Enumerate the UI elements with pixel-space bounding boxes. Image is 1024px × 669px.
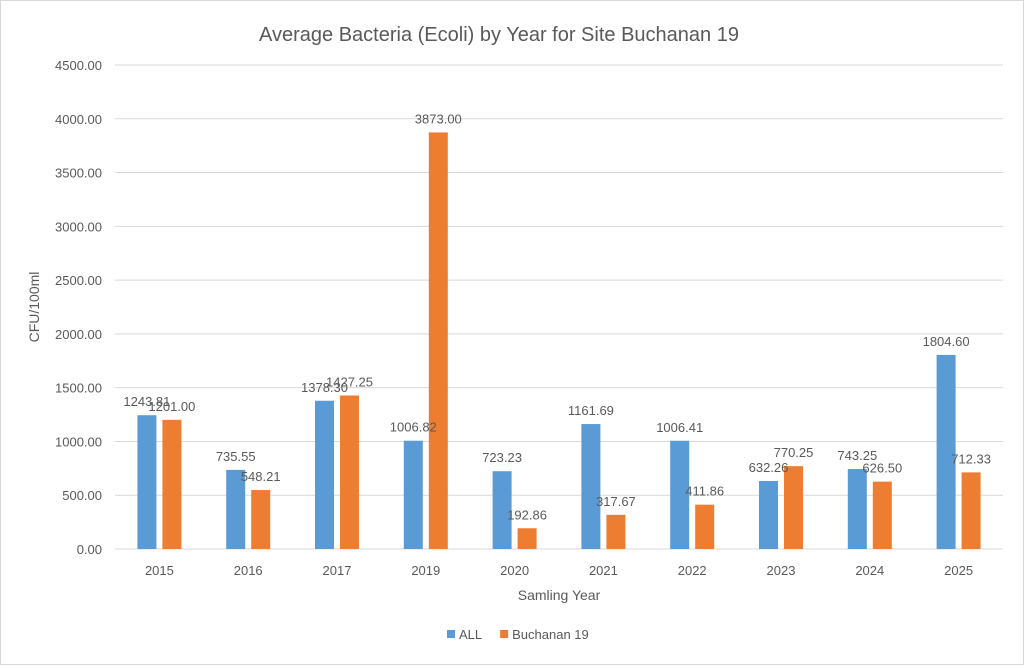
- y-tick-label: 0.00: [77, 542, 102, 557]
- bar-buchanan-19: [428, 132, 448, 550]
- data-label: 632.26: [749, 460, 789, 475]
- bar-all: [936, 354, 956, 549]
- data-label: 411.86: [685, 484, 724, 499]
- x-tick-label: 2023: [767, 563, 796, 578]
- bar-buchanan-19: [162, 419, 182, 549]
- bars: [137, 132, 981, 550]
- bar-all: [492, 471, 512, 549]
- data-label: 1378.30: [301, 380, 348, 395]
- data-label: 770.25: [774, 445, 814, 460]
- x-axis-tick-labels: 2015 2016 2017 2019 2020 2021 2022 2023 2024 2025: [145, 563, 973, 578]
- y-tick-label: 1000.00: [55, 434, 102, 449]
- x-tick-label: 2020: [500, 563, 529, 578]
- y-axis-title: CFU/100ml: [26, 272, 42, 343]
- bar-all: [403, 440, 423, 549]
- data-label: 1161.69: [568, 403, 614, 418]
- bar-buchanan-19: [695, 504, 715, 549]
- data-label: 1243.81: [123, 394, 170, 409]
- data-label: 743.25: [837, 448, 877, 463]
- x-tick-label: 2019: [411, 563, 440, 578]
- x-tick-label: 2021: [589, 563, 618, 578]
- data-label: 192.86: [507, 507, 547, 522]
- bar-all: [670, 440, 690, 549]
- y-axis-tick-labels: 0.00 500.00 1000.00 1500.00 2000.00 2500.00 30…: [55, 58, 102, 557]
- y-tick-label: 4000.00: [55, 112, 102, 127]
- data-label: 1006.41: [656, 420, 703, 435]
- bar-all: [137, 415, 157, 549]
- bar-buchanan-19: [251, 490, 271, 549]
- bar-all: [847, 469, 867, 549]
- bar-all: [581, 424, 601, 549]
- legend-label-all: ALL: [459, 627, 482, 642]
- y-tick-label: 3500.00: [55, 166, 102, 181]
- bar-buchanan-19: [606, 514, 626, 549]
- data-label: 735.55: [216, 449, 256, 464]
- x-axis-title: Samling Year: [518, 587, 601, 603]
- bar-buchanan-19: [961, 472, 981, 549]
- y-tick-label: 4500.00: [55, 58, 102, 73]
- chart-title: Average Bacteria (Ecoli) by Year for Sit…: [259, 24, 739, 46]
- legend: ALL Buchanan 19: [447, 627, 589, 642]
- y-tick-label: 2500.00: [55, 273, 102, 288]
- data-label: 317.67: [596, 494, 636, 509]
- bar-all: [226, 469, 246, 549]
- y-tick-label: 1500.00: [55, 381, 102, 396]
- bar-buchanan-19: [784, 466, 803, 549]
- data-label: 1201.00: [148, 399, 195, 414]
- bar-all: [759, 480, 778, 549]
- data-label: 3873.00: [415, 111, 462, 126]
- bar-all: [315, 400, 334, 549]
- data-label: 1427.25: [326, 374, 373, 389]
- legend-swatch-buchanan-19: [500, 630, 509, 638]
- x-tick-label: 2016: [234, 563, 263, 578]
- x-tick-label: 2017: [323, 563, 352, 578]
- x-tick-label: 2015: [145, 563, 174, 578]
- data-label: 723.23: [482, 450, 522, 465]
- gridlines: [115, 64, 1003, 496]
- bar-buchanan-19: [872, 481, 892, 549]
- legend-label-buchanan-19: Buchanan 19: [512, 627, 589, 642]
- x-tick-label: 2022: [678, 563, 707, 578]
- bar-buchanan-19: [340, 395, 359, 549]
- data-label: 1804.60: [923, 334, 970, 349]
- data-label: 626.50: [862, 461, 902, 476]
- legend-swatch-all: [447, 630, 455, 638]
- y-tick-label: 3000.00: [55, 219, 102, 234]
- y-tick-label: 500.00: [62, 488, 102, 503]
- x-tick-label: 2024: [855, 563, 884, 578]
- data-label: 548.21: [241, 469, 281, 484]
- y-tick-label: 2000.00: [55, 327, 102, 342]
- data-label: 712.33: [951, 451, 991, 466]
- bar-buchanan-19: [517, 528, 537, 549]
- x-tick-label: 2025: [944, 563, 973, 578]
- data-label: 1006.82: [390, 420, 437, 435]
